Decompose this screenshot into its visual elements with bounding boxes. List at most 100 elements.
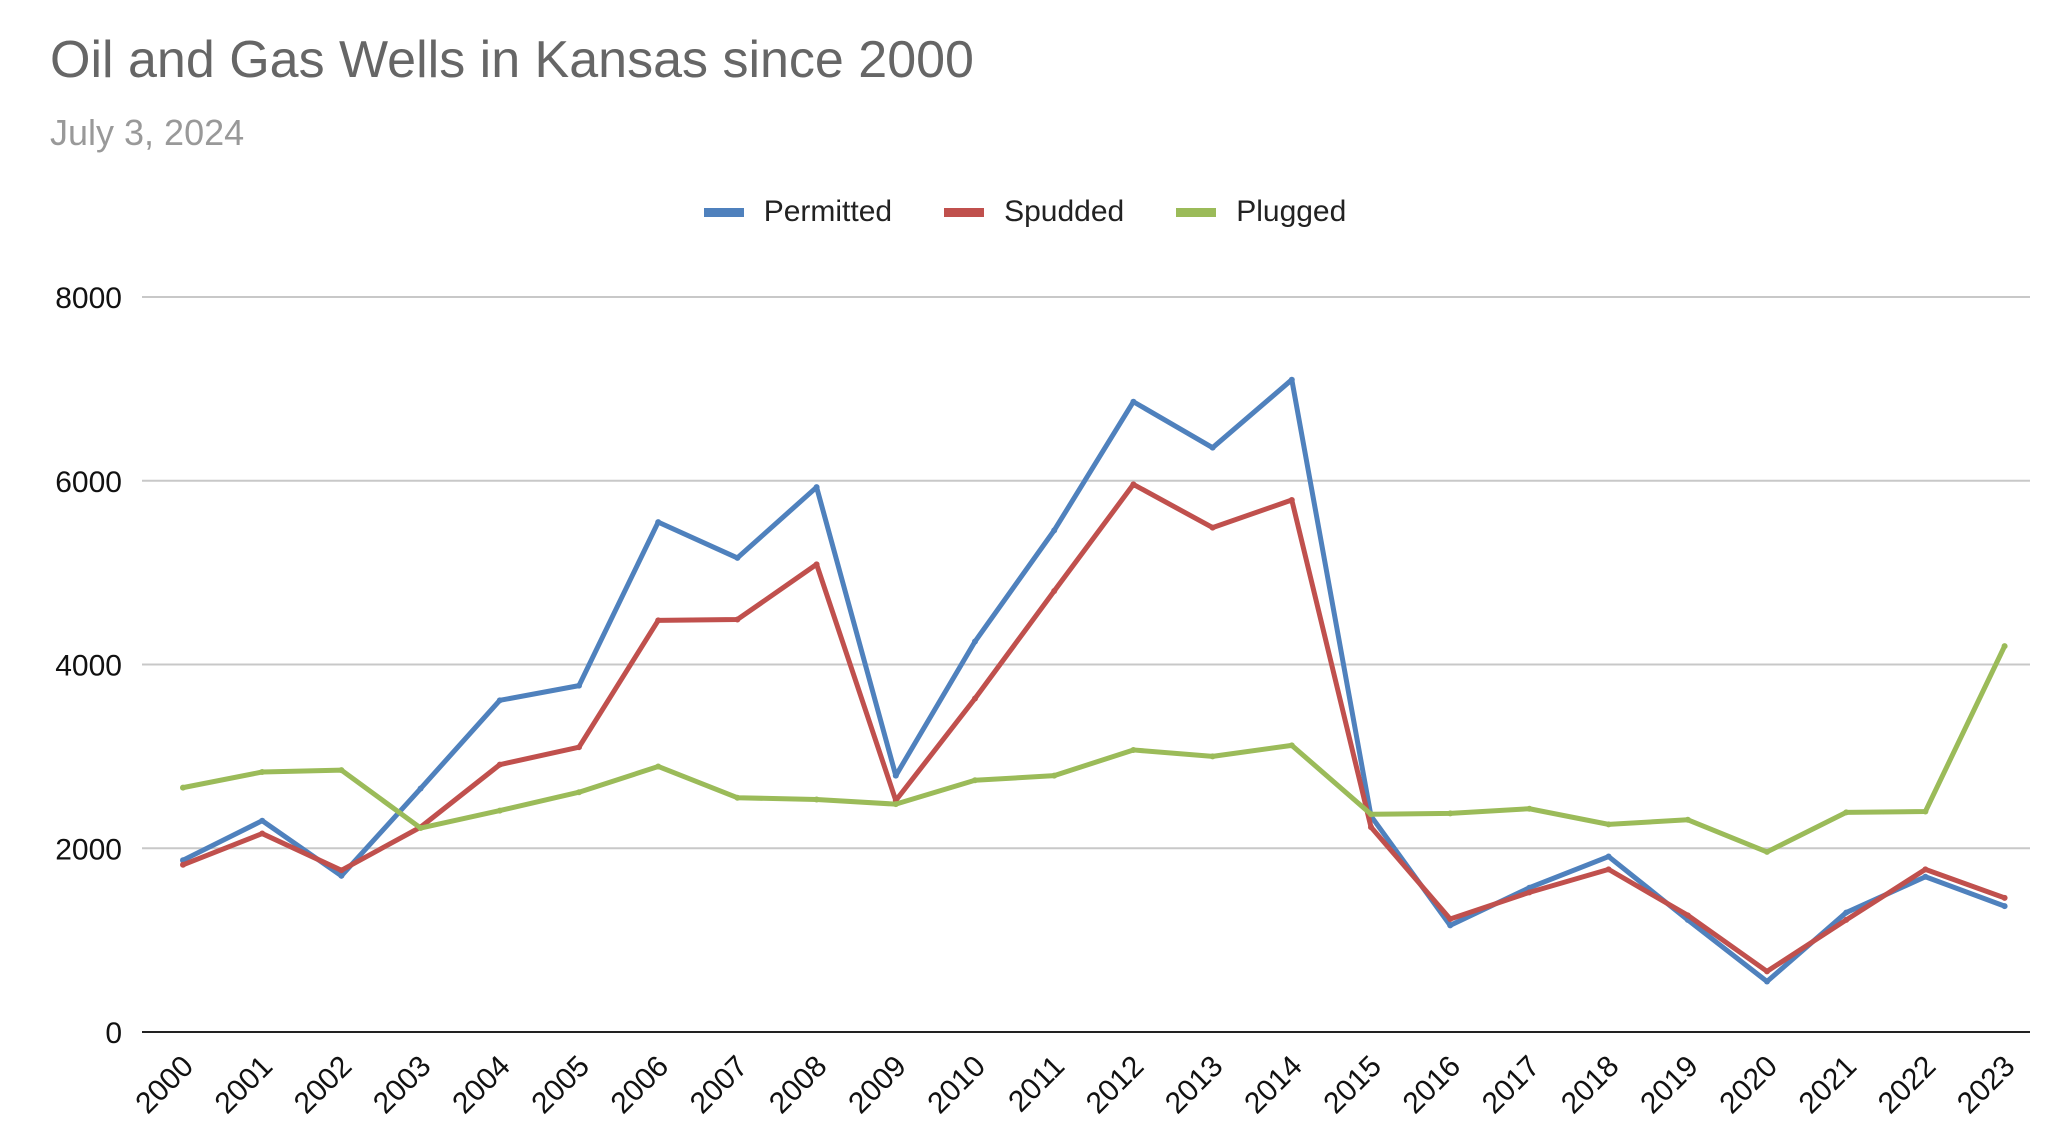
data-point xyxy=(338,867,345,874)
data-point xyxy=(1130,481,1137,488)
x-tick-label: 2004 xyxy=(446,1050,517,1121)
y-tick-label: 0 xyxy=(105,1017,122,1050)
data-point xyxy=(1764,848,1770,855)
data-point xyxy=(338,872,345,879)
data-point xyxy=(1922,808,1929,815)
data-point xyxy=(972,638,978,645)
data-point xyxy=(1684,912,1691,919)
data-point xyxy=(813,561,820,568)
data-point xyxy=(1526,884,1533,891)
data-point xyxy=(1209,753,1216,760)
data-point xyxy=(338,767,345,774)
data-point xyxy=(1843,909,1850,916)
data-point xyxy=(1288,497,1295,504)
data-point xyxy=(1051,527,1058,534)
data-point xyxy=(1764,978,1770,985)
y-tick-label: 6000 xyxy=(55,466,122,499)
data-point xyxy=(1051,772,1058,779)
series-permitted xyxy=(180,376,2008,985)
legend-label: Permitted xyxy=(763,195,893,228)
legend-swatch xyxy=(1176,207,1217,217)
data-point xyxy=(259,830,266,837)
data-point xyxy=(1922,866,1929,873)
data-point xyxy=(496,697,503,704)
data-point xyxy=(417,825,424,832)
x-tick-label: 2013 xyxy=(1159,1050,1230,1121)
data-point xyxy=(734,616,741,623)
data-point xyxy=(1447,922,1454,929)
y-tick-label: 2000 xyxy=(55,833,122,866)
data-point xyxy=(1130,746,1137,753)
data-point xyxy=(1764,968,1770,975)
data-point xyxy=(1447,810,1454,817)
data-point xyxy=(1368,811,1374,818)
x-tick-label: 2015 xyxy=(1317,1050,1388,1121)
x-tick-label: 2003 xyxy=(367,1050,438,1121)
data-point xyxy=(734,554,741,561)
data-point xyxy=(1684,816,1691,823)
series-line-spudded xyxy=(180,481,2008,974)
data-point xyxy=(1843,916,1850,923)
data-point xyxy=(1605,866,1612,873)
data-point xyxy=(1209,524,1216,531)
data-point xyxy=(1447,915,1454,922)
data-point xyxy=(2001,894,2008,901)
x-tick-label: 2021 xyxy=(1793,1050,1864,1121)
data-point xyxy=(892,772,899,779)
x-tick-label: 2001 xyxy=(209,1050,280,1121)
data-point xyxy=(1526,889,1533,896)
y-tick-label: 8000 xyxy=(55,282,122,315)
data-point xyxy=(655,617,662,624)
data-point xyxy=(1051,588,1058,594)
y-tick-label: 4000 xyxy=(55,650,122,683)
legend-swatch xyxy=(703,207,744,217)
data-point xyxy=(813,484,820,491)
x-tick-label: 2008 xyxy=(763,1050,834,1121)
data-point xyxy=(1368,824,1374,831)
data-point xyxy=(813,796,820,803)
data-point xyxy=(576,744,582,751)
x-tick-label: 2019 xyxy=(1634,1050,1705,1121)
series-spudded xyxy=(180,481,2008,975)
data-point xyxy=(2001,903,2008,910)
data-point xyxy=(180,784,186,791)
data-point xyxy=(576,682,582,689)
legend-item-plugged: Plugged xyxy=(1176,195,1346,229)
data-point xyxy=(1288,742,1295,749)
series-plugged xyxy=(180,643,2008,855)
x-tick-label: 2012 xyxy=(1080,1050,1151,1121)
legend-label: Plugged xyxy=(1236,195,1347,228)
legend: Permitted Spudded Plugged xyxy=(0,195,2050,229)
data-point xyxy=(180,861,186,868)
data-point xyxy=(972,777,978,784)
x-tick-label: 2006 xyxy=(605,1050,676,1121)
chart-subtitle: July 3, 2024 xyxy=(50,112,245,153)
x-tick-label: 2022 xyxy=(1872,1050,1943,1121)
data-point xyxy=(1605,853,1612,860)
series-line-permitted xyxy=(180,377,2008,984)
x-tick-label: 2002 xyxy=(288,1050,359,1121)
series-line-plugged xyxy=(180,643,2008,855)
data-point xyxy=(496,807,503,814)
x-tick-label: 2023 xyxy=(1951,1050,2022,1121)
data-point xyxy=(1843,809,1850,816)
data-point xyxy=(259,817,266,824)
legend-swatch xyxy=(944,207,985,217)
data-point xyxy=(1605,821,1612,828)
x-tick-label: 2020 xyxy=(1713,1050,1784,1121)
data-point xyxy=(1288,376,1295,383)
data-point xyxy=(1526,805,1533,812)
legend-label: Spudded xyxy=(1004,195,1125,228)
x-tick-label: 2000 xyxy=(129,1050,200,1121)
data-point xyxy=(1130,398,1137,405)
chart-title: Oil and Gas Wells in Kansas since 2000 xyxy=(50,31,974,89)
x-tick-label: 2009 xyxy=(842,1050,913,1121)
data-point xyxy=(417,785,424,792)
legend-item-permitted: Permitted xyxy=(703,195,893,229)
data-point xyxy=(972,695,978,702)
data-point xyxy=(892,801,899,808)
data-point xyxy=(655,519,662,526)
x-tick-label: 2018 xyxy=(1555,1050,1626,1121)
legend-item-spudded: Spudded xyxy=(944,195,1124,229)
